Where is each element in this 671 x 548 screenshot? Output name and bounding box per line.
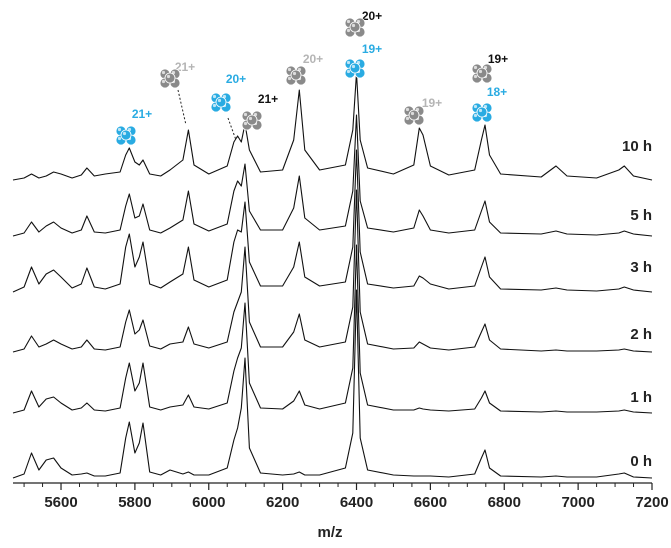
charge-label: 20+ xyxy=(226,72,246,86)
sphere xyxy=(164,72,176,84)
sphere-highlight xyxy=(356,19,361,24)
x-tick-label: 6600 xyxy=(414,494,447,511)
cluster-icon xyxy=(403,105,425,126)
x-tick-label: 6400 xyxy=(340,494,373,511)
series-label: 0 h xyxy=(630,453,652,470)
sphere-highlight xyxy=(117,127,122,132)
sphere-highlight xyxy=(222,94,227,99)
sphere-highlight xyxy=(473,113,478,118)
sphere-highlight xyxy=(122,131,127,136)
charge-label: 20+ xyxy=(303,52,323,66)
sphere-highlight xyxy=(161,70,166,75)
sphere-highlight xyxy=(346,60,351,65)
spectrum-line xyxy=(12,189,653,353)
charge-label: 19+ xyxy=(488,52,508,66)
sphere-highlight xyxy=(243,121,248,126)
sphere xyxy=(476,67,488,79)
charge-label: 19+ xyxy=(362,42,382,56)
cluster-icon xyxy=(344,58,366,79)
charge-label: 21+ xyxy=(132,107,152,121)
cluster-icon xyxy=(210,92,232,113)
sphere-highlight xyxy=(171,70,176,75)
sphere-highlight xyxy=(287,67,292,72)
sphere-highlight xyxy=(292,71,297,76)
sphere-highlight xyxy=(351,23,356,28)
sphere-highlight xyxy=(243,112,248,117)
series-label: 3 h xyxy=(630,259,652,276)
cluster-icon xyxy=(241,110,263,131)
sphere xyxy=(120,129,132,141)
sphere-highlight xyxy=(117,136,122,141)
sphere-highlight xyxy=(478,108,483,113)
cluster-icon xyxy=(344,17,366,38)
spectrum-line xyxy=(12,289,653,479)
sphere-highlight xyxy=(161,79,166,84)
series-label: 10 h xyxy=(622,138,652,155)
sphere-highlight xyxy=(410,111,415,116)
sphere-highlight xyxy=(415,107,420,112)
sphere-highlight xyxy=(473,74,478,79)
cluster-icon xyxy=(159,68,181,89)
sphere xyxy=(215,96,227,108)
sphere-highlight xyxy=(473,104,478,109)
sphere-highlight xyxy=(346,19,351,24)
sphere xyxy=(408,109,420,121)
sphere-highlight xyxy=(127,127,132,132)
spectrum-line xyxy=(12,114,653,237)
sphere-highlight xyxy=(212,103,217,108)
charge-label: 18+ xyxy=(487,85,507,99)
sphere-highlight xyxy=(346,69,351,74)
charge-label: 21+ xyxy=(175,60,195,74)
sphere-highlight xyxy=(473,65,478,70)
spectrum-line xyxy=(12,244,653,414)
x-axis-label: m/z xyxy=(317,524,342,541)
sphere xyxy=(246,114,258,126)
x-tick-label: 5800 xyxy=(118,494,151,511)
x-tick-label: 5600 xyxy=(44,494,77,511)
x-tick-label: 7200 xyxy=(635,494,668,511)
sphere-highlight xyxy=(483,104,488,109)
sphere-highlight xyxy=(478,69,483,74)
charge-label: 20+ xyxy=(362,9,382,23)
leader-line xyxy=(227,117,237,141)
sphere-highlight xyxy=(287,76,292,81)
sphere-highlight xyxy=(356,60,361,65)
spectrum-line xyxy=(12,149,653,293)
sphere xyxy=(349,62,361,74)
sphere-highlight xyxy=(253,112,258,117)
sphere-highlight xyxy=(483,65,488,70)
cluster-icon xyxy=(115,125,137,146)
sphere-highlight xyxy=(351,64,356,69)
series-label: 2 h xyxy=(630,326,652,343)
cluster-icon xyxy=(471,63,493,84)
sphere-highlight xyxy=(248,116,253,121)
sphere-highlight xyxy=(346,28,351,33)
sphere-highlight xyxy=(166,74,171,79)
sphere xyxy=(290,69,302,81)
sphere-highlight xyxy=(405,107,410,112)
x-tick-label: 7000 xyxy=(561,494,594,511)
sphere-highlight xyxy=(297,67,302,72)
x-tick-label: 6800 xyxy=(488,494,521,511)
charge-label: 21+ xyxy=(258,92,278,106)
series-label: 1 h xyxy=(630,389,652,406)
cluster-icon xyxy=(471,102,493,123)
spectrum-line xyxy=(12,72,653,181)
cluster-icon xyxy=(285,65,307,86)
sphere xyxy=(476,106,488,118)
sphere xyxy=(349,21,361,33)
sphere-highlight xyxy=(405,116,410,121)
x-tick-label: 6200 xyxy=(266,494,299,511)
charge-label: 19+ xyxy=(422,96,442,110)
x-tick-label: 6000 xyxy=(192,494,225,511)
leader-line xyxy=(177,89,187,126)
sphere-highlight xyxy=(217,98,222,103)
sphere-highlight xyxy=(212,94,217,99)
series-label: 5 h xyxy=(630,207,652,224)
